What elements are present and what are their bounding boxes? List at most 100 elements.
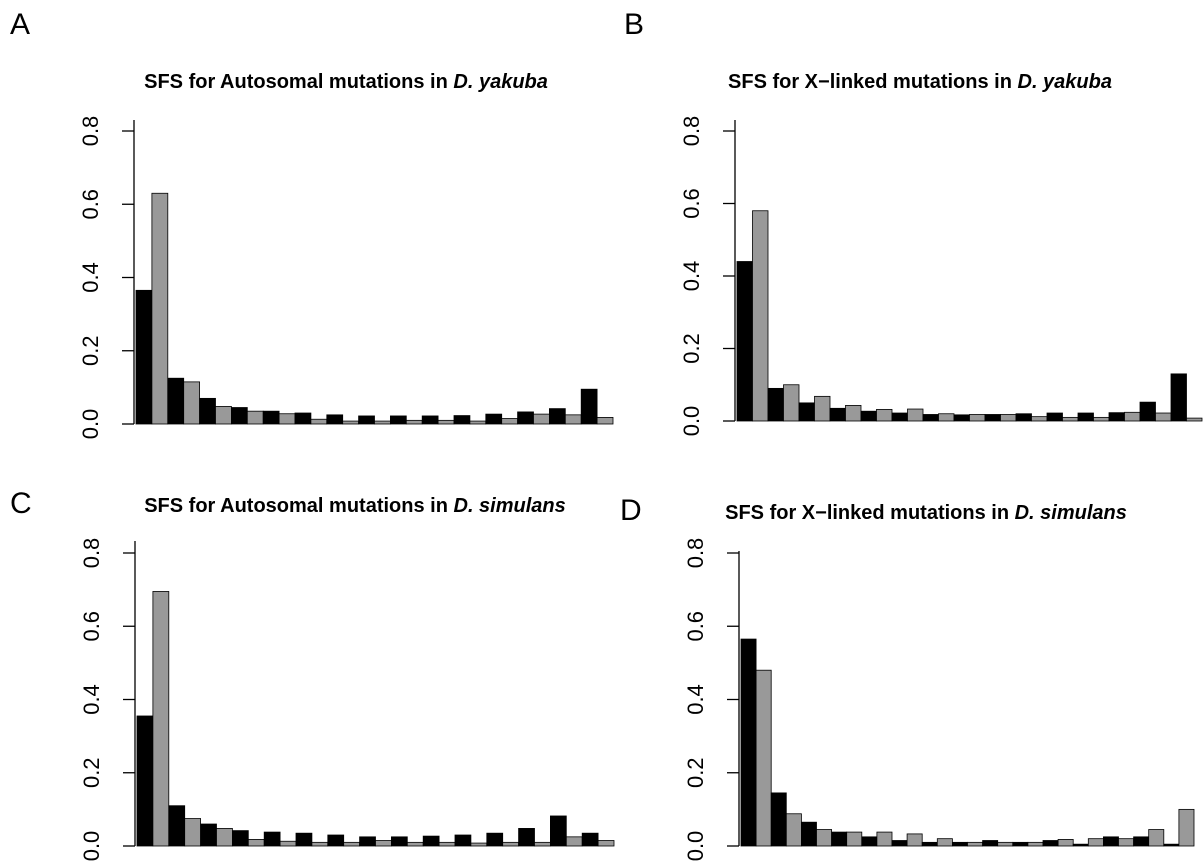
bar-series-1 bbox=[952, 841, 968, 847]
bar-series-2 bbox=[469, 420, 487, 425]
bar-series-2 bbox=[1148, 829, 1165, 847]
bar-series-1 bbox=[581, 832, 599, 847]
bar-series-1 bbox=[767, 387, 784, 422]
bar-series-2 bbox=[438, 841, 456, 847]
bar-series-2 bbox=[151, 192, 169, 425]
y-tick-label: 0.2 bbox=[78, 335, 103, 366]
bar-series-2 bbox=[311, 841, 329, 847]
panel-a: A SFS for Autosomal mutations in D. yaku… bbox=[10, 8, 614, 440]
y-tick-label: 0.8 bbox=[683, 538, 708, 569]
bar-series-1 bbox=[829, 407, 846, 422]
bar-series-2 bbox=[936, 838, 953, 847]
bar-series-2 bbox=[216, 828, 233, 847]
bar-series-1 bbox=[167, 377, 185, 425]
bar-series-1 bbox=[421, 415, 439, 425]
bar-series-1 bbox=[1170, 373, 1187, 422]
bar-series-1 bbox=[770, 792, 787, 847]
bar-series-2 bbox=[1093, 416, 1110, 422]
panel-letter: B bbox=[624, 8, 644, 41]
y-tick-label: 0.8 bbox=[679, 116, 704, 147]
bar-series-2 bbox=[997, 841, 1014, 847]
bar-series-2 bbox=[1178, 808, 1195, 847]
bar-series-2 bbox=[246, 410, 264, 425]
bar-series-2 bbox=[876, 831, 893, 847]
bar-series-1 bbox=[982, 840, 999, 847]
bar-series-1 bbox=[389, 415, 407, 425]
bar-series-1 bbox=[1046, 412, 1063, 422]
y-tick-label: 0.6 bbox=[78, 189, 103, 220]
bar-series-1 bbox=[359, 836, 376, 847]
bar-series-1 bbox=[230, 407, 248, 425]
bar-series-1 bbox=[453, 415, 471, 425]
bar-series-1 bbox=[358, 415, 375, 425]
y-tick-label: 0.4 bbox=[79, 684, 104, 715]
panel-letter: C bbox=[10, 487, 32, 520]
bar-series-1 bbox=[550, 815, 567, 847]
bar-series-2 bbox=[1124, 411, 1141, 422]
bar-series-2 bbox=[907, 408, 924, 422]
panel-d: D SFS for X−linked mutations in D. simul… bbox=[620, 494, 1195, 861]
bar-series-1 bbox=[736, 261, 753, 422]
bar-series-2 bbox=[596, 417, 614, 425]
bar-series-2 bbox=[534, 841, 551, 847]
bar-series-1 bbox=[294, 412, 312, 425]
chart-title: SFS for X−linked mutations in D. simulan… bbox=[725, 502, 1127, 524]
bar-series-1 bbox=[326, 414, 344, 425]
panel-letter: D bbox=[620, 494, 642, 527]
panel-c: C SFS for Autosomal mutations in D. simu… bbox=[10, 487, 615, 862]
bar-series-2 bbox=[1155, 412, 1172, 422]
bar-series-1 bbox=[1133, 836, 1150, 847]
bar-series-2 bbox=[597, 840, 615, 847]
chart-title: SFS for Autosomal mutations in D. yakuba bbox=[144, 71, 548, 93]
bar-series-1 bbox=[922, 414, 939, 422]
bar-series-2 bbox=[816, 829, 833, 847]
bar-series-2 bbox=[501, 418, 519, 425]
panel-letter: A bbox=[10, 8, 30, 41]
bar-series-1 bbox=[485, 413, 503, 425]
y-tick-label: 0.6 bbox=[679, 188, 704, 219]
bar-series-1 bbox=[1139, 401, 1156, 422]
bar-series-1 bbox=[953, 414, 970, 422]
bar-series-2 bbox=[247, 839, 265, 847]
bar-series-2 bbox=[755, 669, 772, 847]
bar-series-2 bbox=[967, 841, 984, 847]
bar-series-2 bbox=[1000, 414, 1017, 422]
bar-series-1 bbox=[891, 840, 908, 847]
bar-series-2 bbox=[405, 419, 423, 425]
y-tick-label: 0.8 bbox=[78, 116, 103, 147]
bar-series-2 bbox=[310, 418, 328, 425]
bar-series-2 bbox=[1087, 838, 1104, 847]
bar-series-1 bbox=[135, 289, 153, 425]
bar-series-2 bbox=[906, 833, 923, 847]
bar-series-2 bbox=[343, 841, 361, 847]
bar-series-1 bbox=[580, 388, 598, 425]
bar-series-1 bbox=[518, 828, 535, 847]
bar-series-2 bbox=[969, 414, 986, 422]
bar-series-1 bbox=[549, 408, 566, 425]
bar-series-1 bbox=[136, 715, 154, 847]
bar-series-1 bbox=[1012, 841, 1029, 847]
y-tick-label: 0.2 bbox=[79, 757, 104, 788]
bar-series-1 bbox=[454, 834, 472, 847]
bar-series-2 bbox=[938, 413, 955, 422]
y-tick-label: 0.6 bbox=[79, 611, 104, 642]
bar-series-1 bbox=[831, 831, 848, 847]
bar-series-1 bbox=[1163, 843, 1180, 847]
bar-series-1 bbox=[517, 411, 534, 425]
y-tick-label: 0.8 bbox=[79, 538, 104, 569]
bar-series-1 bbox=[1015, 413, 1032, 422]
bar-series-2 bbox=[1057, 839, 1074, 847]
bar-series-1 bbox=[798, 402, 815, 422]
y-tick-label: 0.0 bbox=[79, 831, 104, 862]
y-tick-label: 0.4 bbox=[679, 261, 704, 292]
bar-series-1 bbox=[1072, 843, 1089, 847]
bar-series-2 bbox=[279, 840, 297, 847]
bar-series-2 bbox=[215, 406, 232, 425]
bar-series-1 bbox=[200, 823, 217, 847]
panel-b: B SFS for X−linked mutations in D. yakub… bbox=[624, 8, 1203, 436]
y-tick-label: 0.0 bbox=[78, 409, 103, 440]
y-tick-label: 0.4 bbox=[78, 262, 103, 293]
bar-series-1 bbox=[1103, 836, 1119, 847]
bar-series-2 bbox=[783, 384, 800, 422]
